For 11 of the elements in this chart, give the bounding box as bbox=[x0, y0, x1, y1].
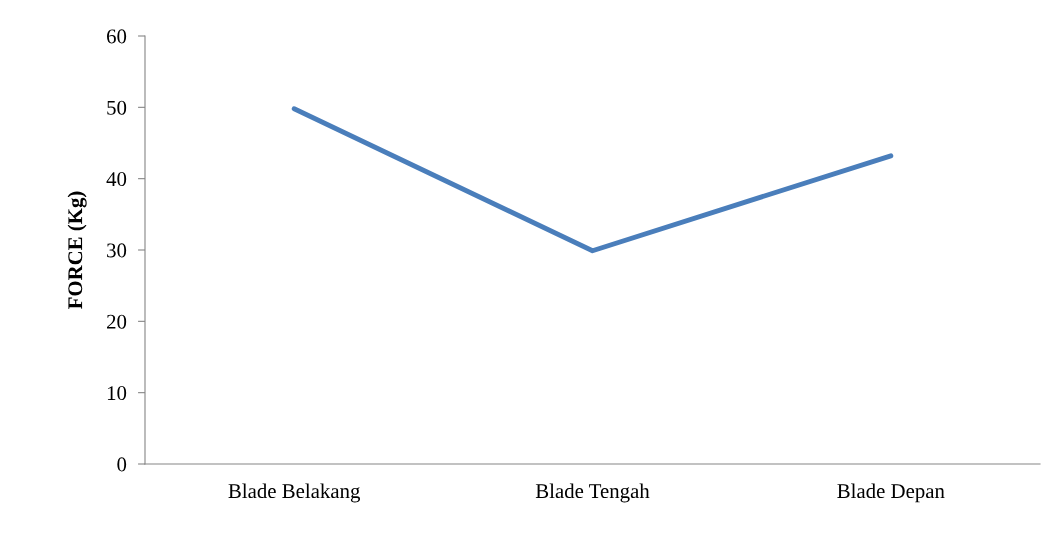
y-axis-title: FORCE (Kg) bbox=[67, 191, 87, 309]
y-tick-label: 10 bbox=[107, 386, 127, 401]
y-tick-label: 20 bbox=[107, 314, 127, 329]
x-tick-label: Blade Tengah bbox=[535, 483, 650, 503]
y-tick-label: 0 bbox=[117, 457, 127, 472]
y-tick-label: 30 bbox=[107, 243, 127, 258]
x-tick-label: Blade Belakang bbox=[228, 483, 360, 503]
y-tick-label: 50 bbox=[107, 100, 127, 115]
y-tick-label: 40 bbox=[106, 172, 127, 187]
y-tick-label: 60 bbox=[107, 29, 127, 44]
x-tick-label: Blade Depan bbox=[837, 483, 945, 503]
